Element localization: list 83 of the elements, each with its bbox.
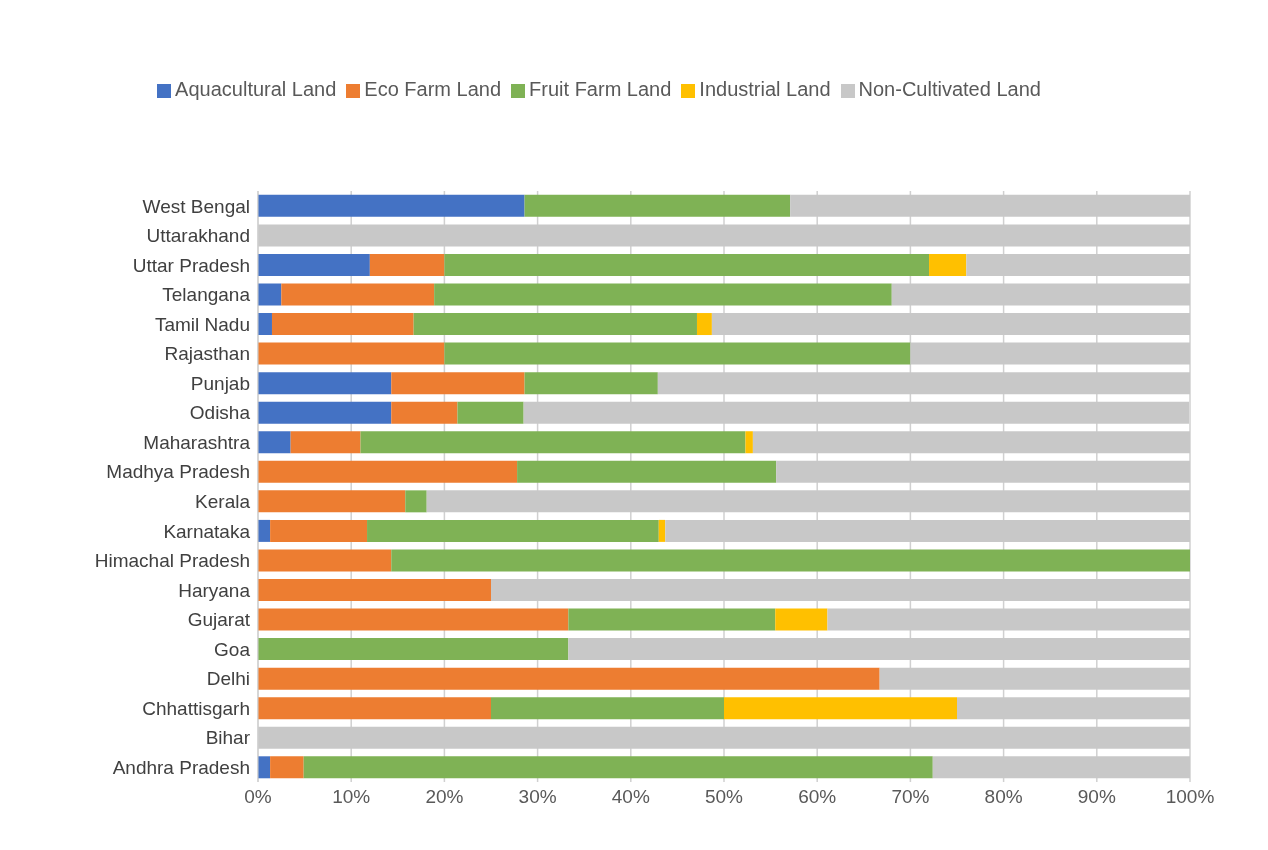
bar [290,431,361,454]
y-tick-label: Andhra Pradesh [112,756,250,778]
bar [258,519,271,542]
bar [271,313,414,336]
bar [929,253,967,276]
bar [391,549,1190,572]
x-tick-label: 90% [1077,786,1116,808]
bar [258,756,271,779]
y-tick-label: Tamil Nadu [154,313,250,335]
x-tick-label: 0% [244,786,272,808]
y-tick-label: Uttarakhand [146,225,250,247]
bar [413,313,697,336]
bar [258,253,370,276]
y-tick-label: Delhi [206,668,250,690]
legend-label: Fruit Farm Land [529,78,672,100]
bar [258,697,491,720]
legend-label: Industrial Land [699,78,831,100]
bar [258,638,569,661]
legend-label: Aquacultural Land [175,78,337,100]
bar [444,253,930,276]
bar [524,372,658,395]
bar [434,283,892,306]
y-tick-label: Bihar [205,727,251,749]
y-tick-label: Karnataka [163,520,251,542]
bar [258,372,392,395]
y-tick-label: Uttar Pradesh [132,254,250,276]
y-tick-label: Goa [214,638,251,660]
bar [444,342,911,365]
x-tick-label: 60% [798,786,837,808]
bar [568,608,776,631]
y-tick-label: Telangana [162,284,251,306]
bar [360,431,746,454]
x-tick-label: 50% [704,786,744,808]
bar [517,460,777,483]
bar [491,697,724,720]
bar [391,401,458,424]
bar [258,194,525,217]
bar [281,283,435,306]
x-tick-label: 20% [425,786,464,808]
bar [367,519,659,542]
bar [405,490,427,513]
bar [369,253,445,276]
y-tick-label: Rajasthan [164,343,250,365]
bar [258,578,491,601]
bar [745,431,753,454]
x-tick-label: 30% [518,786,557,808]
bar [258,460,518,483]
legend-label: Eco Farm Land [364,78,502,100]
y-tick-label: Punjab [190,372,250,394]
y-tick-label: Himachal Pradesh [94,550,250,572]
bar [258,549,392,572]
x-tick-label: 40% [611,786,650,808]
bar [258,401,392,424]
bar [391,372,525,395]
bar [270,519,368,542]
bar [258,313,272,336]
bar [258,667,880,690]
x-tick-label: 70% [891,786,930,808]
bar [303,756,933,779]
x-tick-label: 80% [984,786,1023,808]
bar [775,608,828,631]
y-tick-label: West Bengal [142,195,250,217]
y-tick-label: Odisha [189,402,251,424]
bar [258,431,291,454]
x-tick-label: 100% [1165,786,1215,808]
bar [696,313,712,336]
bar [658,519,666,542]
bar [258,490,406,513]
x-tick-label: 10% [332,786,371,808]
bar [524,194,791,217]
y-tick-label: Madhya Pradesh [106,461,250,483]
y-tick-label: Haryana [178,579,251,601]
y-tick-label: Kerala [195,491,251,513]
bar [258,608,569,631]
legend-label: Non-Cultivated Land [858,78,1041,100]
bar [457,401,524,424]
bar [724,697,957,720]
bar [258,283,282,306]
y-tick-label: Gujarat [187,609,251,631]
bar [270,756,304,779]
y-tick-label: Chhattisgarh [142,697,250,719]
y-tick-label: Maharashtra [143,431,251,453]
bar [258,342,445,365]
